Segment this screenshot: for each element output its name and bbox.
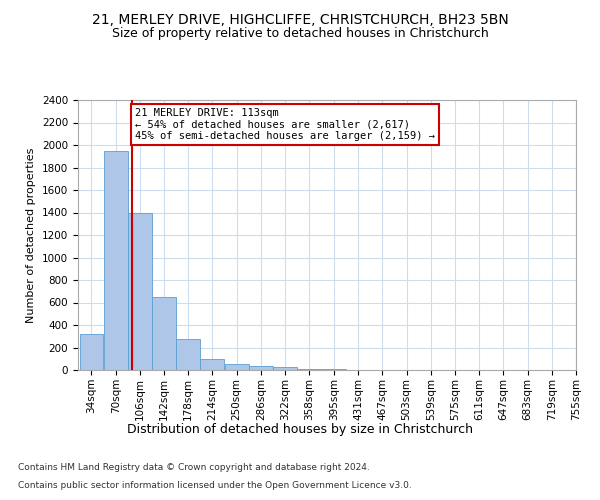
Bar [128,212,152,370]
Y-axis label: Number of detached properties: Number of detached properties [26,148,37,322]
Bar [80,334,103,370]
Text: Size of property relative to detached houses in Christchurch: Size of property relative to detached ho… [112,28,488,40]
Bar [249,366,273,370]
Bar [200,359,224,370]
Bar [273,367,297,370]
Bar [176,339,200,370]
Bar [224,364,248,370]
Text: 21 MERLEY DRIVE: 113sqm
← 54% of detached houses are smaller (2,617)
45% of semi: 21 MERLEY DRIVE: 113sqm ← 54% of detache… [135,108,435,141]
Text: Contains public sector information licensed under the Open Government Licence v3: Contains public sector information licen… [18,481,412,490]
Text: Distribution of detached houses by size in Christchurch: Distribution of detached houses by size … [127,422,473,436]
Text: Contains HM Land Registry data © Crown copyright and database right 2024.: Contains HM Land Registry data © Crown c… [18,462,370,471]
Bar [104,150,128,370]
Bar [297,369,321,370]
Text: 21, MERLEY DRIVE, HIGHCLIFFE, CHRISTCHURCH, BH23 5BN: 21, MERLEY DRIVE, HIGHCLIFFE, CHRISTCHUR… [92,12,508,26]
Bar [152,297,176,370]
